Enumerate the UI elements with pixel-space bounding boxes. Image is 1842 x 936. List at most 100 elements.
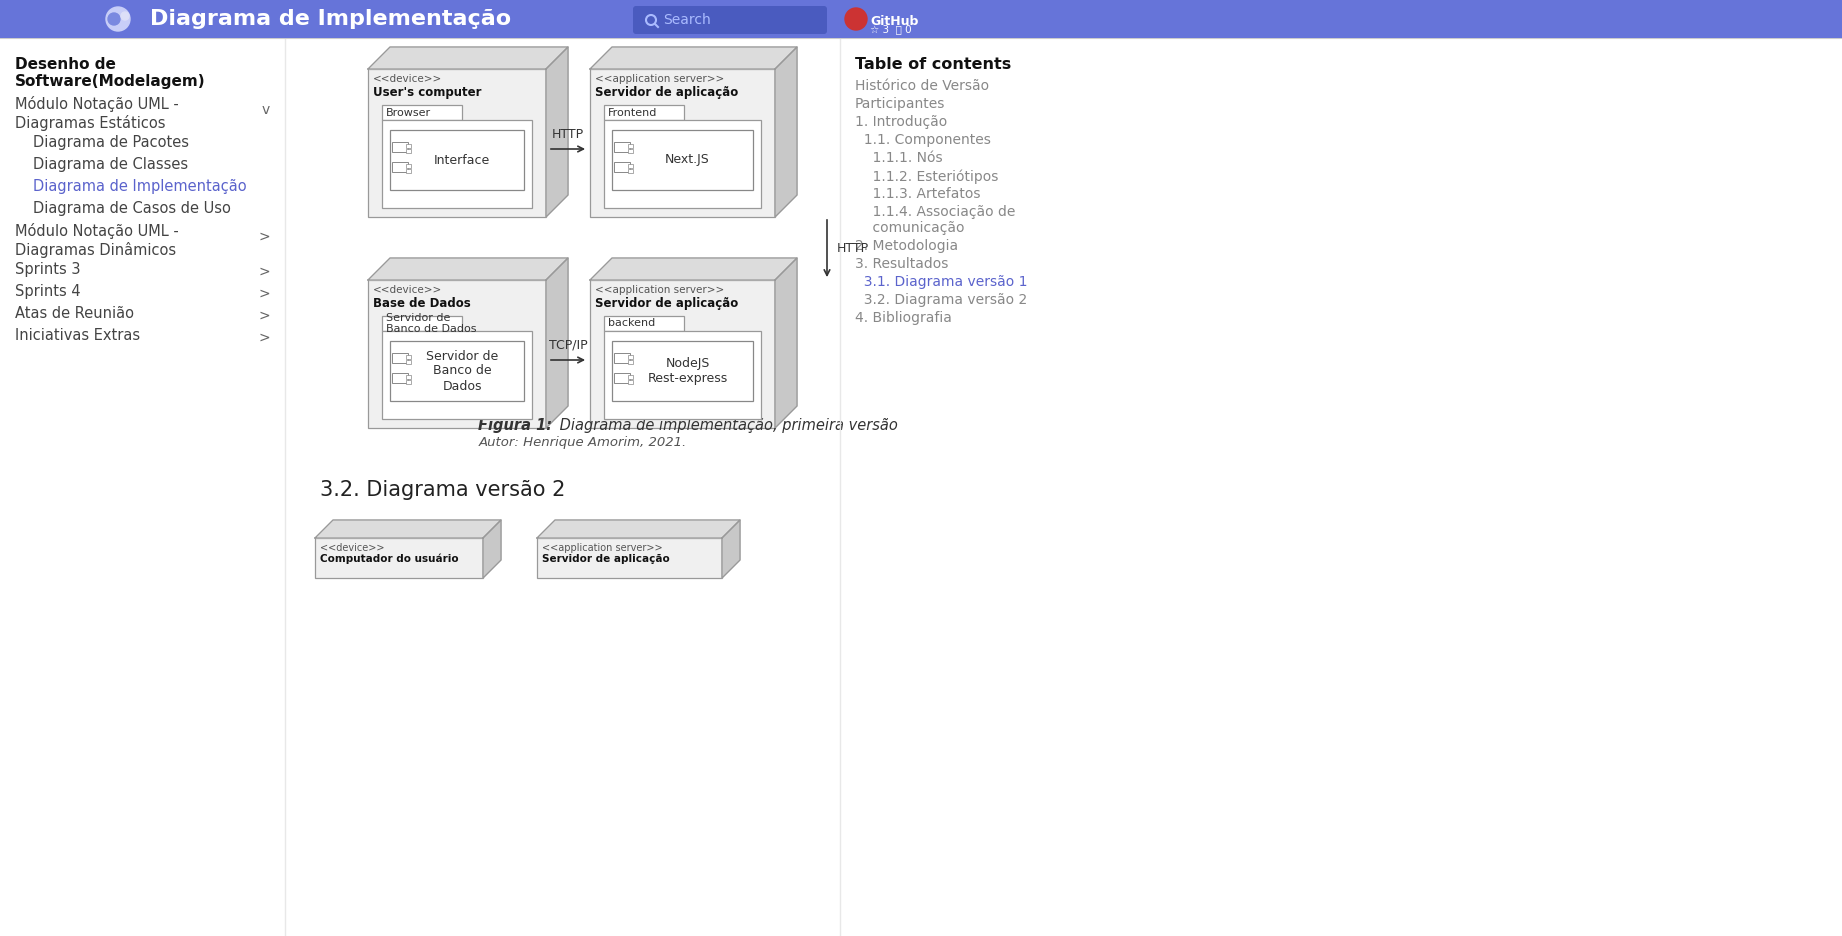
Bar xyxy=(405,380,411,384)
Text: >: > xyxy=(258,309,271,323)
Text: 1.1.3. Artefatos: 1.1.3. Artefatos xyxy=(855,187,980,201)
Bar xyxy=(392,162,407,172)
Bar xyxy=(604,316,683,331)
Bar xyxy=(405,169,411,173)
Text: Next.JS: Next.JS xyxy=(665,154,709,167)
Bar xyxy=(405,149,411,153)
Text: Histórico de Versão: Histórico de Versão xyxy=(855,79,989,93)
Text: 3.2. Diagrama versão 2: 3.2. Diagrama versão 2 xyxy=(855,293,1028,307)
Text: 1.1.1. Nós: 1.1.1. Nós xyxy=(855,151,943,165)
Bar xyxy=(0,38,286,936)
Bar xyxy=(405,375,411,379)
Polygon shape xyxy=(722,520,740,578)
Text: Diagrama de implementação, primeira versão: Diagrama de implementação, primeira vers… xyxy=(554,418,897,433)
Bar xyxy=(381,120,532,208)
Text: HTTP: HTTP xyxy=(836,242,869,255)
Bar xyxy=(604,120,761,208)
Bar xyxy=(381,331,532,419)
Bar xyxy=(613,353,630,363)
Bar xyxy=(612,341,753,401)
Text: <<application server>>: <<application server>> xyxy=(595,285,724,295)
Bar xyxy=(628,375,634,379)
Bar xyxy=(628,380,634,384)
Bar xyxy=(405,355,411,358)
Text: <<application server>>: <<application server>> xyxy=(542,543,663,553)
Bar xyxy=(315,538,483,578)
Text: <<device>>: <<device>> xyxy=(321,543,385,553)
Text: Base de Dados: Base de Dados xyxy=(372,297,472,310)
Text: GitHub: GitHub xyxy=(869,15,919,28)
Text: 3.1. Diagrama versão 1: 3.1. Diagrama versão 1 xyxy=(855,275,1028,289)
Bar xyxy=(392,353,407,363)
Polygon shape xyxy=(545,258,567,428)
Bar xyxy=(381,316,462,331)
Text: User's computer: User's computer xyxy=(372,86,481,99)
Bar xyxy=(405,144,411,148)
Text: Módulo Notação UML -
Diagramas Estáticos: Módulo Notação UML - Diagramas Estáticos xyxy=(15,96,179,131)
Bar xyxy=(612,130,753,190)
Bar xyxy=(405,164,411,168)
Polygon shape xyxy=(775,47,798,217)
Text: Desenho de
Software(Modelagem): Desenho de Software(Modelagem) xyxy=(15,57,206,90)
Text: Diagrama de Implementação: Diagrama de Implementação xyxy=(149,9,510,29)
Text: Autor: Henrique Amorim, 2021.: Autor: Henrique Amorim, 2021. xyxy=(479,436,687,449)
Bar xyxy=(392,373,407,383)
Bar xyxy=(628,355,634,358)
Text: 3. Resultados: 3. Resultados xyxy=(855,257,949,271)
Bar xyxy=(628,359,634,364)
Bar xyxy=(628,164,634,168)
Text: Atas de Reunião: Atas de Reunião xyxy=(15,306,134,321)
Polygon shape xyxy=(538,520,740,538)
Polygon shape xyxy=(315,520,501,538)
Bar xyxy=(391,130,523,190)
Text: TCP/IP: TCP/IP xyxy=(549,339,588,352)
Text: 1. Introdução: 1. Introdução xyxy=(855,115,947,129)
Bar xyxy=(613,141,630,152)
Bar xyxy=(613,373,630,383)
Text: Diagrama de Implementação: Diagrama de Implementação xyxy=(33,179,247,194)
Text: Servidor de aplicação: Servidor de aplicação xyxy=(542,554,670,564)
Polygon shape xyxy=(483,520,501,578)
Polygon shape xyxy=(589,258,798,280)
Circle shape xyxy=(107,7,131,31)
Text: 1.1.4. Associação de
    comunicação: 1.1.4. Associação de comunicação xyxy=(855,205,1015,235)
Bar xyxy=(628,169,634,173)
Circle shape xyxy=(122,12,129,20)
Text: Diagrama de Casos de Uso: Diagrama de Casos de Uso xyxy=(33,201,230,216)
Text: NodeJS
Rest-express: NodeJS Rest-express xyxy=(647,357,728,385)
Text: Computador do usuário: Computador do usuário xyxy=(321,554,459,564)
Bar xyxy=(604,105,683,120)
Text: >: > xyxy=(258,331,271,345)
Bar xyxy=(381,105,462,120)
Text: backend: backend xyxy=(608,318,656,329)
Bar xyxy=(368,69,545,217)
Bar xyxy=(613,162,630,172)
Text: HTTP: HTTP xyxy=(553,128,584,141)
Text: Diagrama de Pacotes: Diagrama de Pacotes xyxy=(33,135,190,150)
Circle shape xyxy=(845,8,868,30)
Bar xyxy=(628,149,634,153)
Text: Figura 1:: Figura 1: xyxy=(479,418,553,433)
Bar xyxy=(589,69,775,217)
Bar xyxy=(392,141,407,152)
Text: ☆ 3  ᛘ 0: ☆ 3 ᛘ 0 xyxy=(869,24,912,34)
Text: Sprints 4: Sprints 4 xyxy=(15,284,81,299)
Text: <<application server>>: <<application server>> xyxy=(595,74,724,84)
Circle shape xyxy=(109,13,120,25)
Text: 4. Bibliografia: 4. Bibliografia xyxy=(855,311,952,325)
Bar xyxy=(589,280,775,428)
Polygon shape xyxy=(368,47,567,69)
Bar xyxy=(405,359,411,364)
Text: 3.2. Diagrama versão 2: 3.2. Diagrama versão 2 xyxy=(321,480,565,500)
Polygon shape xyxy=(545,47,567,217)
Text: <<device>>: <<device>> xyxy=(372,285,442,295)
Text: <<device>>: <<device>> xyxy=(372,74,442,84)
Text: 2. Metodologia: 2. Metodologia xyxy=(855,239,958,253)
Text: Table of contents: Table of contents xyxy=(855,57,1011,72)
Text: Frontend: Frontend xyxy=(608,108,658,118)
Text: Search: Search xyxy=(663,13,711,27)
Text: 1.1. Componentes: 1.1. Componentes xyxy=(855,133,991,147)
Bar xyxy=(840,38,1842,936)
Text: Diagrama de Classes: Diagrama de Classes xyxy=(33,157,188,172)
Text: Módulo Notação UML -
Diagramas Dinâmicos: Módulo Notação UML - Diagramas Dinâmicos xyxy=(15,223,179,257)
